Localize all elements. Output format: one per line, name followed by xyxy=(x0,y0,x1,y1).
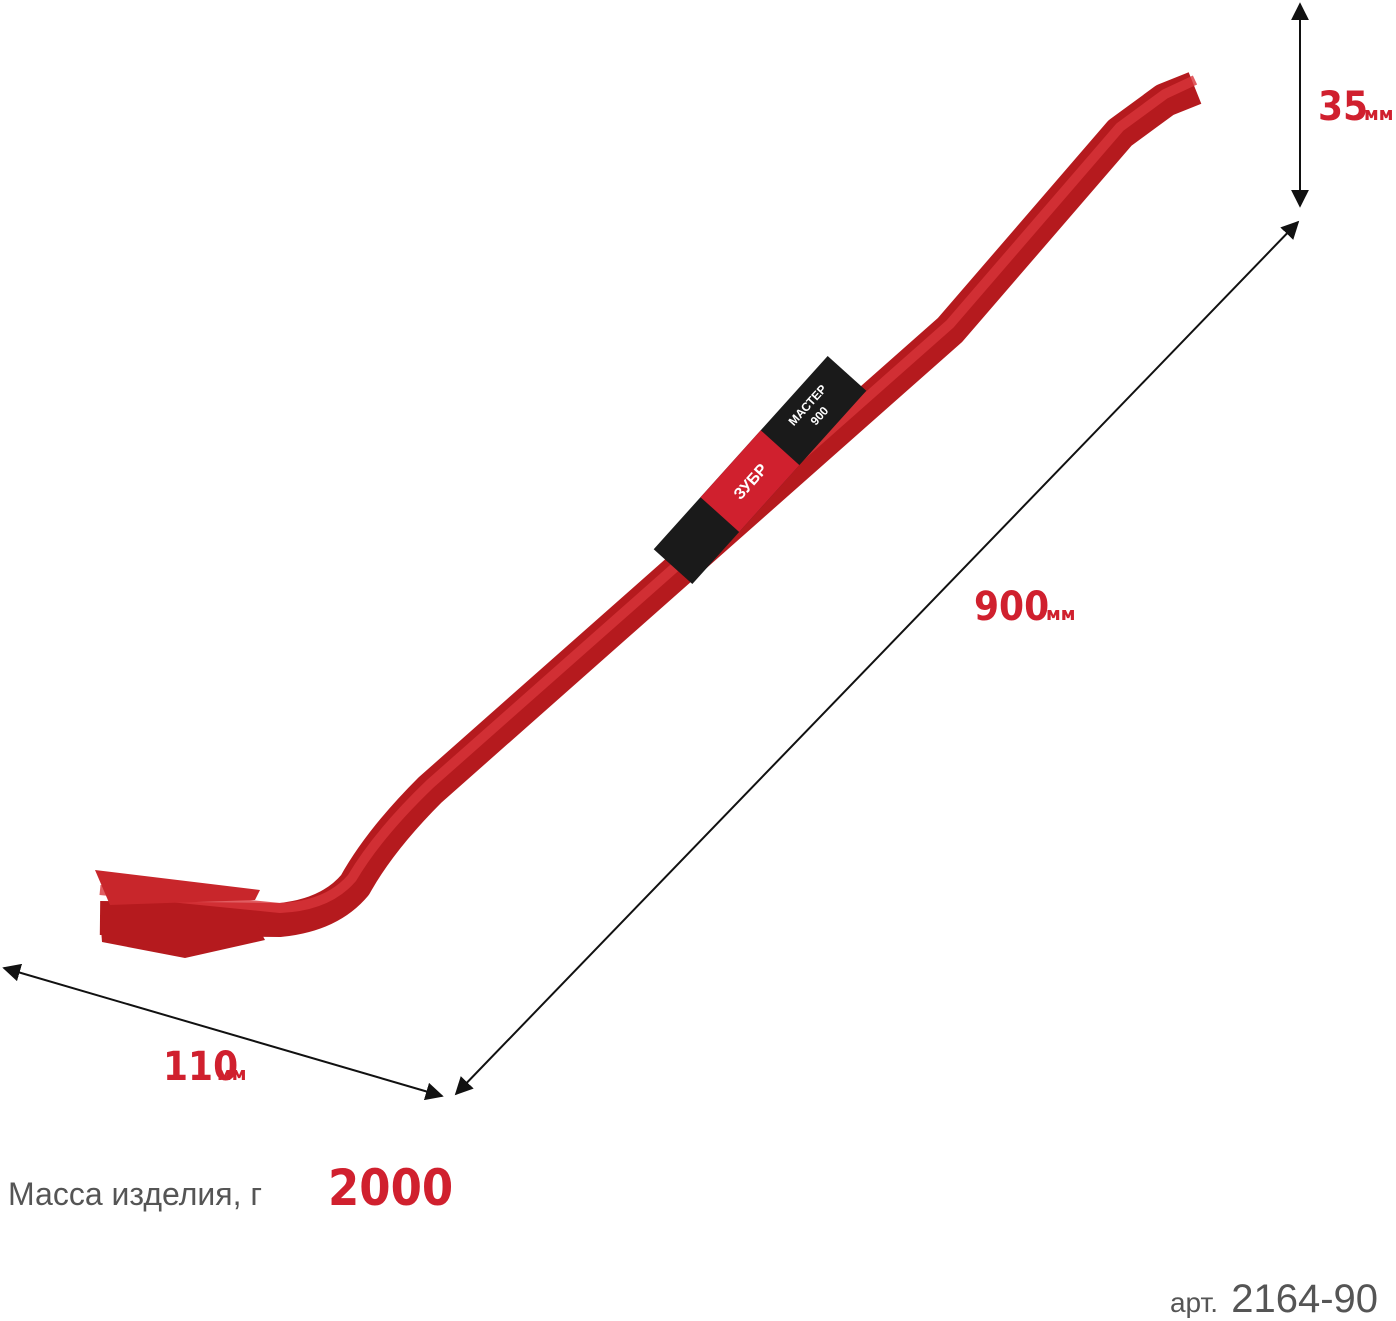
height-unit: мм xyxy=(1364,104,1393,125)
length-arrow xyxy=(454,220,1300,1096)
mass-label: Масса изделия, г xyxy=(8,1176,262,1212)
product-label: ЗУБР МАСТЕР 900 xyxy=(653,355,867,585)
length-unit: мм xyxy=(1046,604,1075,625)
mass-value: 2000 xyxy=(328,1159,453,1217)
article-prefix: арт. xyxy=(1170,1287,1218,1318)
height-value: 35 xyxy=(1318,84,1368,130)
width-value: 110 xyxy=(163,1044,238,1090)
width-arrow xyxy=(2,963,444,1101)
crowbar: ЗУБР МАСТЕР 900 xyxy=(95,72,1202,958)
width-unit: мм xyxy=(217,1064,246,1085)
article-number: 2164-90 xyxy=(1231,1277,1378,1321)
length-value: 900 xyxy=(974,584,1049,630)
